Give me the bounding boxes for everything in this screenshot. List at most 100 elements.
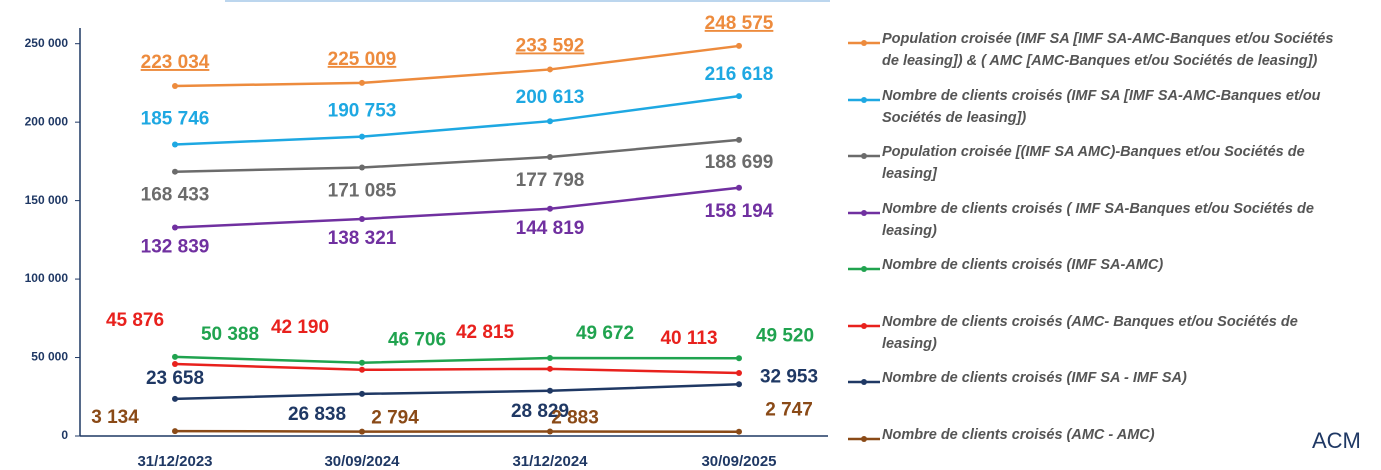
legend-swatch: [848, 209, 880, 216]
data-label: 32 953: [760, 366, 818, 387]
legend-dot: [861, 40, 867, 46]
data-label: 46 706: [388, 330, 446, 351]
legend-dot: [861, 209, 867, 216]
series-line: [174, 138, 740, 173]
data-point: [172, 83, 178, 90]
legend-entry: Nombre de clients croisés (AMC - AMC): [846, 427, 1346, 470]
legend-swatch: [848, 322, 880, 329]
series-line: [174, 383, 740, 401]
legend-label: Nombre de clients croisés (IMF SA-AMC): [882, 257, 1164, 273]
data-point: [359, 359, 365, 366]
data-label: 144 819: [516, 218, 585, 239]
data-point: [172, 224, 178, 231]
data-point: [172, 428, 178, 435]
legend-entry: Population croisée (IMF SA [IMF SA-AMC-B…: [846, 31, 1346, 89]
legend-entry: Population croisée [(IMF SA AMC)-Banques…: [846, 144, 1346, 202]
data-label: 132 839: [141, 237, 210, 258]
data-label: 216 618: [705, 64, 774, 85]
y-tick-label: 0: [61, 428, 68, 442]
data-label: 50 388: [201, 324, 259, 345]
data-point: [547, 355, 553, 362]
data-point: [172, 395, 178, 402]
y-tick-label: 200 000: [25, 114, 69, 128]
data-label: 158 194: [705, 201, 774, 222]
data-point: [172, 141, 178, 148]
legend-entry: Nombre de clients croisés ( IMF SA-Banqu…: [846, 201, 1346, 259]
legend-label: Nombre de clients croisés (IMF SA - IMF …: [882, 370, 1187, 386]
data-point: [547, 153, 553, 160]
data-point: [359, 215, 365, 222]
data-label: 2 883: [551, 407, 599, 428]
legend-entry: Nombre de clients croisés (IMF SA - IMF …: [846, 370, 1346, 428]
data-point: [736, 428, 742, 435]
data-label: 40 113: [660, 328, 717, 349]
legend-entry: Nombre de clients croisés (AMC- Banques …: [846, 314, 1346, 372]
x-tick-label: 31/12/2024: [512, 453, 588, 470]
data-label: 23 658: [146, 368, 204, 389]
data-point: [547, 365, 553, 372]
legend-entry: Nombre de clients croisés (IMF SA-AMC): [846, 257, 1346, 315]
y-tick-label: 100 000: [25, 271, 69, 285]
data-point: [736, 136, 742, 143]
legend-swatch: [848, 40, 880, 46]
series-line: [174, 362, 740, 375]
logo: ACM: [1312, 428, 1361, 453]
y-tick-label: 250 000: [25, 36, 69, 50]
data-point: [359, 79, 365, 86]
data-point: [359, 390, 365, 397]
data-label: 45 876: [106, 310, 164, 331]
data-point: [736, 184, 742, 191]
data-point: [547, 428, 553, 435]
legend-dot: [861, 322, 867, 329]
data-point: [736, 370, 742, 377]
legend-swatch: [848, 379, 880, 385]
legend-swatch: [848, 266, 880, 272]
series-line: [174, 94, 740, 146]
data-point: [736, 381, 742, 388]
legend-swatch: [848, 153, 880, 159]
y-tick-label: 150 000: [25, 193, 69, 207]
data-label: 200 613: [516, 87, 585, 108]
data-point: [736, 93, 742, 100]
legend-dot: [861, 96, 867, 103]
data-label: 171 085: [328, 181, 397, 202]
series-line: [174, 44, 740, 88]
legend: Population croisée (IMF SA [IMF SA-AMC-B…: [846, 31, 1346, 470]
series-line: [174, 186, 740, 229]
data-label: 233 592: [516, 35, 585, 56]
data-label: 225 009: [328, 49, 397, 70]
series-line: [174, 355, 740, 364]
data-point: [172, 353, 178, 360]
data-label: 28 829: [511, 401, 569, 422]
data-label: 2 794: [371, 408, 419, 429]
data-point: [359, 428, 365, 435]
data-point: [736, 355, 742, 362]
x-tick-label: 30/09/2024: [324, 453, 400, 470]
data-label: 177 798: [516, 170, 585, 191]
legend-dot: [861, 153, 867, 159]
data-point: [547, 205, 553, 212]
data-point: [172, 361, 178, 368]
series-line: [174, 429, 740, 433]
data-label: 2 747: [765, 400, 813, 421]
data-label: 26 838: [288, 404, 346, 425]
data-label: 138 321: [328, 228, 397, 249]
x-tick-label: 31/12/2023: [137, 453, 212, 470]
legend-label: Population croisée (IMF SA [IMF SA-AMC-B…: [882, 31, 1334, 69]
legend-entry: Nombre de clients croisés (IMF SA [IMF S…: [846, 88, 1346, 146]
data-point: [547, 387, 553, 394]
data-label: 3 134: [91, 407, 139, 428]
data-label: 49 520: [756, 325, 814, 346]
data-label: 188 699: [705, 152, 774, 173]
legend-dot: [861, 379, 867, 385]
data-label: 42 190: [271, 317, 329, 338]
data-point: [359, 366, 365, 373]
legend-label: Nombre de clients croisés (AMC- Banques …: [882, 313, 1298, 352]
data-label: 223 034: [141, 52, 210, 73]
data-label: 185 746: [141, 109, 210, 130]
legend-label: Nombre de clients croisés ( IMF SA-Banqu…: [882, 200, 1314, 239]
data-point: [359, 133, 365, 140]
data-point: [359, 164, 365, 171]
chart: 0 50 000 100 000 150 000 200 000 250 000 31/12…: [25, 0, 1030, 470]
data-point: [736, 42, 742, 49]
